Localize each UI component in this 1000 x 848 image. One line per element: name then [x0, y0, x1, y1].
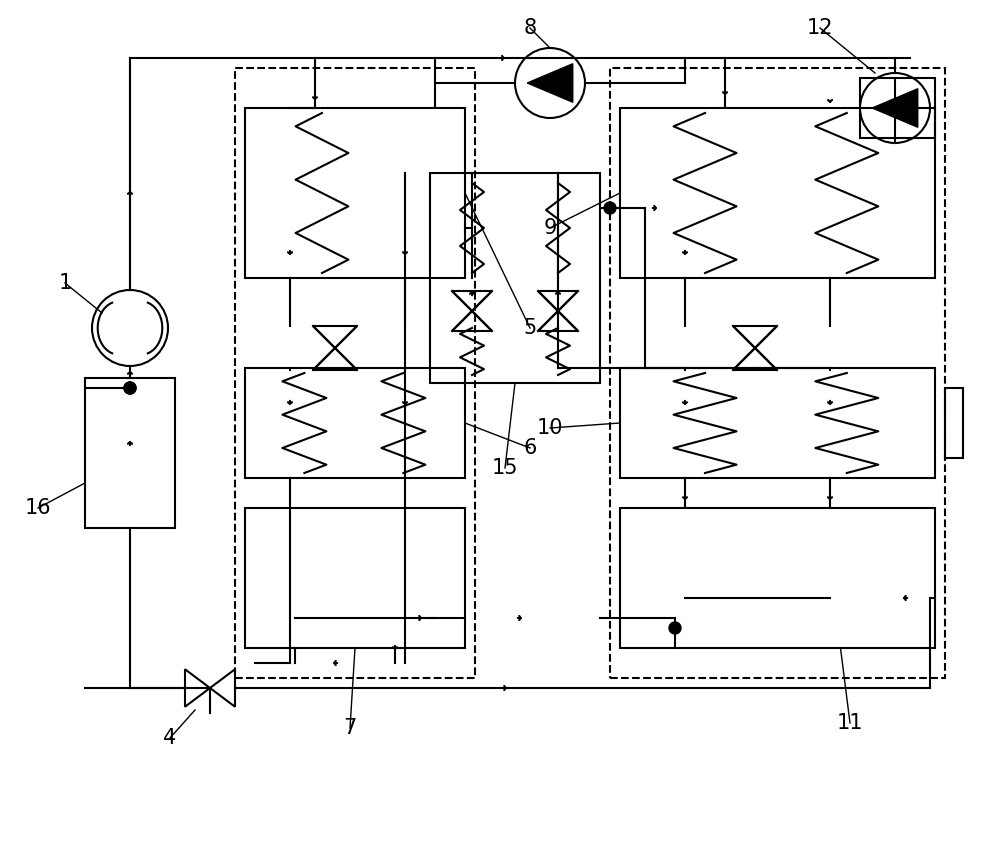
Text: 5: 5: [523, 318, 537, 338]
Polygon shape: [872, 89, 918, 127]
Text: 8: 8: [523, 18, 537, 38]
Bar: [620, 508, 935, 648]
Text: 7: 7: [343, 718, 357, 738]
Text: 16: 16: [25, 498, 51, 518]
Text: 4: 4: [163, 728, 177, 748]
Bar: [430, 173, 600, 383]
Bar: [620, 368, 935, 478]
Bar: [610, 68, 945, 678]
Bar: [860, 78, 935, 138]
Bar: [85, 378, 175, 528]
Text: 15: 15: [492, 458, 518, 478]
Bar: [245, 368, 465, 478]
Text: 1: 1: [58, 273, 72, 293]
Text: 6: 6: [523, 438, 537, 458]
Circle shape: [124, 382, 136, 394]
Bar: [620, 108, 935, 278]
Bar: [945, 388, 963, 458]
Circle shape: [124, 382, 136, 394]
Text: 10: 10: [537, 418, 563, 438]
Circle shape: [604, 202, 616, 214]
Bar: [245, 508, 465, 648]
Circle shape: [669, 622, 681, 634]
Bar: [235, 68, 475, 678]
Text: 9: 9: [543, 218, 557, 238]
Text: 12: 12: [807, 18, 833, 38]
Text: 11: 11: [837, 713, 863, 733]
Bar: [245, 108, 465, 278]
Polygon shape: [527, 64, 573, 103]
